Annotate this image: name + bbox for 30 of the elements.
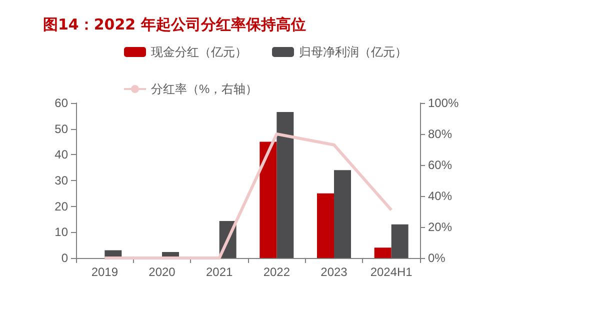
x-tick-label: 2019 — [91, 265, 118, 279]
x-tick-label: 2020 — [148, 265, 176, 279]
y2-tick-label: 40% — [428, 189, 452, 203]
y-tick-label: 60 — [54, 96, 68, 110]
y2-tick-label: 100% — [428, 96, 460, 110]
x-tick-label: 2024H1 — [370, 265, 413, 279]
bar — [391, 224, 408, 258]
y-tick-label: 30 — [54, 174, 68, 188]
bar — [260, 142, 277, 258]
legend-label: 归母净利润（亿元） — [299, 45, 407, 59]
legend-label: 分红率（%，右轴） — [151, 82, 258, 96]
legend-label: 现金分红（亿元） — [151, 45, 247, 59]
y-tick-label: 40 — [54, 148, 68, 162]
bar — [334, 170, 351, 258]
y-tick-label: 20 — [54, 199, 68, 214]
y-tick-label: 50 — [54, 122, 68, 136]
bar — [374, 248, 392, 258]
y-tick-label: 0 — [61, 251, 68, 265]
y-tick-label: 10 — [54, 225, 68, 240]
x-tick-label: 2022 — [263, 265, 290, 279]
bar — [276, 112, 294, 258]
x-tick-label: 2021 — [206, 265, 234, 279]
x-tick-label: 2023 — [320, 265, 348, 279]
y2-tick-label: 60% — [428, 158, 452, 172]
chart-title: 图14：2022 年起公司分红率保持高位 — [43, 16, 306, 34]
bar — [317, 193, 334, 258]
y2-tick-label: 80% — [428, 127, 452, 141]
y2-tick-label: 20% — [428, 220, 452, 234]
line-series — [103, 132, 393, 260]
y2-tick-label: 0% — [428, 251, 446, 265]
